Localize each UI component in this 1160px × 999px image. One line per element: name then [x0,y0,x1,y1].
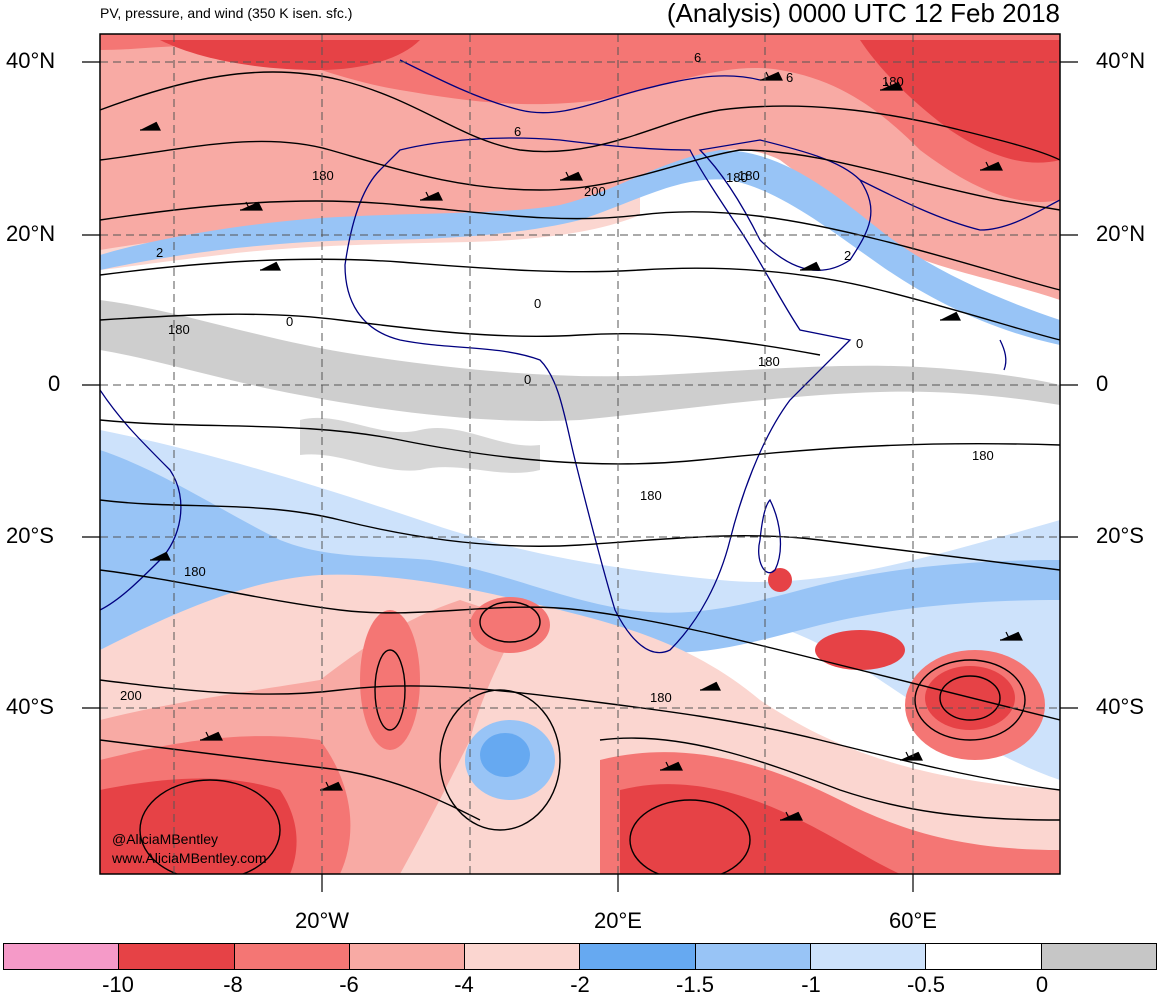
colorbar-box [580,944,696,969]
pv-south-core-east [620,784,900,874]
contour-labels: 6 6 6 180 180 200 2 180 0 0 0 180 0 180 … [120,50,994,705]
credit-url: www.AliciaMBentley.com [112,850,267,866]
credit-block: @AliciaMBentley www.AliciaMBentley.com [112,830,267,868]
graticule [100,34,1060,874]
lat-label-right: 40°S [1096,694,1144,719]
contour-label: 0 [286,314,293,329]
colorbar-tick-label: -0.5 [907,972,945,997]
contour-label: 2 [844,248,851,263]
lat-label-left: 40°N [6,48,56,73]
lat-label-left: 20°S [6,523,54,548]
contour-label: 180 [184,564,206,579]
lat-label-left: 20°N [6,221,56,246]
colorbar-tick-label: -6 [339,972,359,997]
colorbar-box [926,944,1042,969]
pv-blue-north [100,150,1060,345]
contour-label: 6 [786,70,793,85]
colorbar-tick-label: -10 [102,972,134,997]
colorbar-tick-label: -2 [570,972,590,997]
contour-label: 6 [514,124,521,139]
lon-label: 20°W [294,908,350,933]
contour-label: 180 [972,448,994,463]
contour-label: 0 [524,372,531,387]
map-subtitle: PV, pressure, and wind (350 K isen. sfc.… [100,5,353,21]
colorbar-box [1041,944,1156,969]
contour-label: 200 [584,184,606,199]
contour-label: 180 [650,690,672,705]
lon-label: 20°E [594,908,642,933]
colorbar-box [811,944,927,969]
pv-blob-madagascar [768,568,792,592]
lat-label-right: 0 [1096,371,1109,396]
pressure-contours [100,71,1060,874]
pv-north-band [100,34,1060,300]
contour-label: 2 [156,245,163,260]
map-title: (Analysis) 0000 UTC 12 Feb 2018 [666,0,1060,28]
lat-label-right: 20°N [1096,221,1146,246]
lat-label-right: 40°N [1096,48,1146,73]
colorbar-box [234,944,350,969]
contour-label: 200 [120,688,142,703]
coastlines [100,59,1060,654]
pv-blue-south-mid [100,450,1060,700]
contour-label: 180 [726,170,748,185]
lat-label-right: 20°S [1096,523,1144,548]
pv-north-core [860,40,1060,163]
contour-label: 180 [882,74,904,89]
lat-label-left: 0 [48,371,61,396]
credit-handle: @AliciaMBentley [112,831,219,847]
colorbar-box [465,944,581,969]
contour-label: 180 [738,168,760,183]
colorbar-tick-label: -4 [454,972,474,997]
colorbar-box [349,944,466,969]
pv-cyclone-mid [815,630,905,670]
pv-north-strong [100,34,1060,202]
contour-label: 180 [168,322,190,337]
contour-label: 180 [758,354,780,369]
contour-label: 6 [694,50,701,65]
contour-label: 0 [856,336,863,351]
map-frame [99,33,1061,875]
wind-barbs [140,71,1023,821]
pv-blue-blob-core [480,733,530,777]
colorbar-box [4,944,120,969]
colorbar-tick-label: -8 [223,972,243,997]
pv-blob-atlantic [470,597,550,653]
axis-ticks [82,61,1078,892]
pv-grey-patches [300,417,540,473]
contour-label: 180 [640,488,662,503]
lat-label-left: 40°S [6,694,54,719]
contour-label: 0 [534,296,541,311]
pv-grey-equator [100,300,1060,421]
pv-south-core-west [100,778,297,874]
colorbar-tick-label: 0 [1035,972,1049,997]
colorbar-box [119,944,235,969]
colorbar-box [695,944,812,969]
contour-label: 180 [312,168,334,183]
colorbar-tick-label: -1 [801,972,821,997]
pv-shading [100,34,1060,874]
lon-label: 60°E [889,908,937,933]
pv-ridge-sa [360,610,420,750]
colorbar-tick-label: -1.5 [676,972,714,997]
colorbar [3,943,1157,970]
